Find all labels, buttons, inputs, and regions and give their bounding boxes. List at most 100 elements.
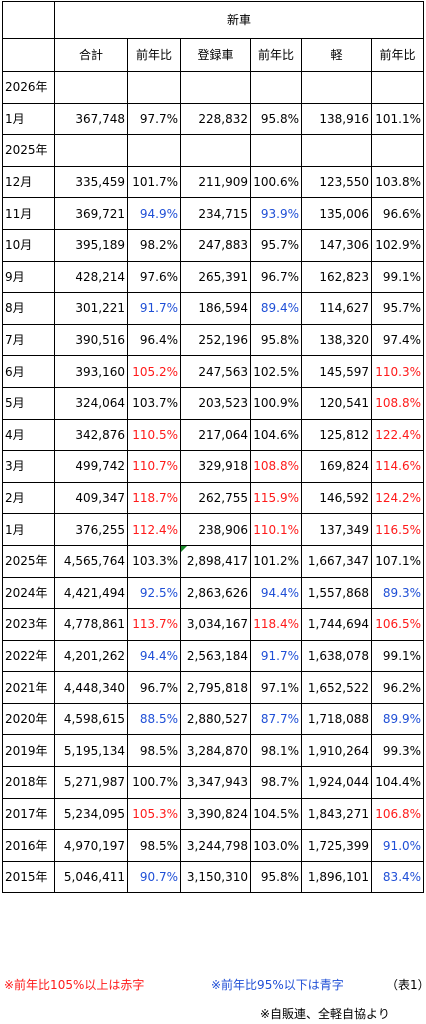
header-group-row: 新車 (2, 1, 425, 39)
row-label: 9月 (2, 260, 55, 294)
cell-total: 5,271,987 (54, 766, 128, 799)
column-header-yoy-kei: 前年比 (370, 38, 425, 72)
cell-registered: 2,898,417 (180, 544, 251, 578)
cell-yoy-registered: 91.7% (250, 639, 302, 673)
section-year-row: 2025年 (2, 134, 425, 167)
cell-registered: 2,563,184 (180, 639, 251, 673)
column-header-registered: 登録車 (180, 38, 251, 72)
table-row: 2月 409,347 118.7% 262,755 115.9% 146,592 124.2… (2, 481, 425, 515)
header-group-label: 新車 (53, 1, 425, 39)
cell-kei: 114,627 (301, 292, 372, 325)
cell-yoy-total: 103.7% (127, 386, 181, 420)
cell-registered: 2,863,626 (180, 576, 251, 610)
cell-yoy-registered: 98.7% (250, 766, 302, 799)
cell-total: 367,748 (54, 102, 128, 136)
cell-total: 301,221 (54, 292, 128, 325)
cell-kei: 1,667,347 (301, 544, 372, 578)
empty-cell (54, 71, 128, 104)
cell-kei: 147,306 (301, 228, 372, 262)
cell-kei: 1,638,078 (301, 639, 372, 673)
table-row: 2023年 4,778,861 113.7% 3,034,167 118.4% 1,744… (2, 608, 425, 641)
cell-kei: 125,812 (301, 418, 372, 452)
table-row: 10月 395,189 98.2% 247,883 95.7% 147,306 102.9% (2, 228, 425, 262)
row-label: 1月 (2, 513, 55, 546)
cell-registered: 228,832 (180, 102, 251, 136)
row-label: 2025年 (2, 544, 55, 578)
cell-yoy-kei: 89.3% (370, 576, 425, 610)
cell-yoy-total: 97.6% (127, 260, 181, 294)
cell-yoy-registered: 96.7% (250, 260, 302, 294)
table-row: 2021年 4,448,340 96.7% 2,795,818 97.1% 1,652,5… (2, 671, 425, 704)
row-label: 2022年 (2, 639, 55, 673)
cell-yoy-kei: 106.5% (370, 608, 425, 641)
table-row: 2016年 4,970,197 98.5% 3,244,798 103.0% 1,725,… (2, 829, 425, 862)
cell-yoy-registered: 97.1% (250, 671, 302, 704)
cell-yoy-total: 92.5% (127, 576, 181, 610)
cell-kei: 146,592 (301, 481, 372, 515)
cell-yoy-kei: 108.8% (370, 386, 425, 420)
table-row: 2015年 5,046,411 90.7% 3,150,310 95.8% 1,896,1… (2, 860, 425, 894)
section-year-row: 2026年 (2, 71, 425, 104)
cell-yoy-total: 96.4% (127, 323, 181, 357)
row-label: 2月 (2, 481, 55, 515)
row-label: 2019年 (2, 734, 55, 768)
cell-yoy-total: 110.7% (127, 450, 181, 483)
cell-yoy-total: 91.7% (127, 292, 181, 325)
table-row: 7月 390,516 96.4% 252,196 95.8% 138,320 97.4% (2, 323, 425, 357)
cell-kei: 162,823 (301, 260, 372, 294)
cell-kei: 1,652,522 (301, 671, 372, 704)
cell-yoy-registered: 87.7% (250, 702, 302, 736)
empty-cell (370, 71, 425, 104)
cell-total: 395,189 (54, 228, 128, 262)
table-row: 2019年 5,195,134 98.5% 3,284,870 98.1% 1,910,2… (2, 734, 425, 768)
cell-kei: 1,910,264 (301, 734, 372, 768)
cell-kei: 1,744,694 (301, 608, 372, 641)
table-row: 2018年 5,271,987 100.7% 3,347,943 98.7% 1,924,… (2, 766, 425, 799)
cell-total: 393,160 (54, 355, 128, 388)
cell-yoy-total: 105.3% (127, 797, 181, 831)
cell-yoy-kei: 95.7% (370, 292, 425, 325)
row-label: 2016年 (2, 829, 55, 862)
cell-yoy-total: 94.9% (127, 197, 181, 230)
cell-total: 5,234,095 (54, 797, 128, 831)
cell-yoy-total: 113.7% (127, 608, 181, 641)
cell-total: 324,064 (54, 386, 128, 420)
cell-yoy-registered: 103.0% (250, 829, 302, 862)
cell-yoy-registered: 115.9% (250, 481, 302, 515)
cell-yoy-registered: 104.5% (250, 797, 302, 831)
row-label: 2020年 (2, 702, 55, 736)
row-label: 2023年 (2, 608, 55, 641)
cell-yoy-kei: 106.8% (370, 797, 425, 831)
cell-registered: 247,563 (180, 355, 251, 388)
cell-yoy-total: 90.7% (127, 860, 181, 894)
cell-kei: 1,557,868 (301, 576, 372, 610)
cell-yoy-total: 98.5% (127, 829, 181, 862)
cell-yoy-registered: 95.7% (250, 228, 302, 262)
empty-cell (180, 71, 251, 104)
cell-total: 342,876 (54, 418, 128, 452)
cell-registered: 265,391 (180, 260, 251, 294)
column-header-yoy-total: 前年比 (127, 38, 181, 72)
cell-yoy-kei: 110.3% (370, 355, 425, 388)
table-row: 11月 369,721 94.9% 234,715 93.9% 135,006 96.6% (2, 197, 425, 230)
row-label: 3月 (2, 450, 55, 483)
cell-yoy-total: 97.7% (127, 102, 181, 136)
cell-yoy-kei: 101.1% (370, 102, 425, 136)
row-label: 12月 (2, 165, 55, 199)
cell-registered: 186,594 (180, 292, 251, 325)
note-red-rule: ※前年比105%以上は赤字 (4, 978, 145, 992)
cell-registered: 2,880,527 (180, 702, 251, 736)
column-header-total: 合計 (54, 38, 128, 72)
note-blue-rule: ※前年比95%以下は青字 (211, 978, 344, 992)
column-header-kei: 軽 (301, 38, 372, 72)
cell-kei: 145,597 (301, 355, 372, 388)
header-blank-cell (2, 38, 55, 72)
cell-total: 335,459 (54, 165, 128, 199)
cell-yoy-registered: 95.8% (250, 102, 302, 136)
cell-total: 4,565,764 (54, 544, 128, 578)
cell-kei: 169,824 (301, 450, 372, 483)
cell-yoy-registered: 101.2% (250, 544, 302, 578)
cell-total: 4,421,494 (54, 576, 128, 610)
empty-cell (127, 71, 181, 104)
row-label: 10月 (2, 228, 55, 262)
